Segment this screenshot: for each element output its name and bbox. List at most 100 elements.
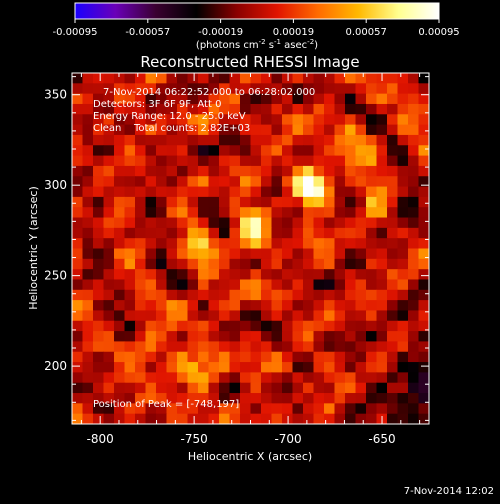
heatmap-cell [271,320,283,332]
heatmap-cell [313,103,325,115]
heatmap-cell [229,279,241,291]
heatmap-cell [187,73,199,84]
heatmap-cell [250,114,262,126]
heatmap-cell [292,83,304,95]
heatmap-cell [408,300,420,312]
heatmap-cell [208,341,220,353]
heatmap-cell [156,362,168,373]
heatmap-cell [166,382,178,394]
heatmap-cell [292,372,304,384]
heatmap-cell [303,155,315,167]
heatmap-cell [397,258,409,270]
heatmap-cell [187,258,199,270]
heatmap-cell [376,207,388,219]
heatmap-cell [240,341,252,353]
heatmap-cell [366,341,378,353]
heatmap-cell [208,176,220,188]
heatmap-cell [397,196,409,208]
heatmap-cell [124,403,136,415]
heatmap-cell [72,300,84,312]
heatmap-cell [145,279,157,291]
heatmap-cell [124,320,136,332]
heatmap-cell [208,73,220,84]
heatmap-cell [261,310,273,322]
heatmap-cell [324,73,336,84]
heatmap-cell [355,269,367,281]
heatmap-cell [261,186,273,198]
heatmap-cell [103,351,115,363]
heatmap-cell [82,269,94,281]
heatmap-cell [261,196,273,208]
heatmap-cell [145,83,157,95]
heatmap-cell [114,83,126,95]
heatmap-cell [345,320,357,332]
heatmap-cell [135,372,147,384]
y-axis-tick-labels: 200 250 300 350 [44,88,67,373]
heatmap-cell [397,382,409,394]
heatmap-cell [187,403,199,415]
heatmap-cell [82,382,94,394]
heatmap-cell [124,289,136,301]
heatmap-cell [198,351,210,363]
heatmap-cell [397,227,409,239]
heatmap-cell [313,134,325,146]
heatmap-cell [124,362,136,373]
heatmap-cell [355,289,367,301]
heatmap-cell [208,279,220,291]
heatmap-cell [418,134,429,146]
heatmap-cell [124,279,136,291]
heatmap-cell [72,145,84,157]
heatmap-cell [198,372,210,384]
heatmap-cell [219,207,231,219]
heatmap-cell [208,134,220,146]
heatmap-cell [145,155,157,167]
heatmap-cell [261,73,273,84]
heatmap-cell [229,114,241,126]
heatmap-cell [114,269,126,281]
heatmap-cell [387,258,399,270]
heatmap-cell [418,248,429,260]
heatmap-cell [261,207,273,219]
heatmap-cell [219,176,231,188]
heatmap-cell [166,196,178,208]
heatmap-cell [219,289,231,301]
heatmap-cell [334,165,346,177]
heatmap-cell [187,134,199,146]
heatmap-cell [177,403,189,415]
heatmap-cell [103,103,115,115]
heatmap-cell [93,93,105,105]
heatmap-cell [376,124,388,136]
heatmap-cell [282,196,294,208]
heatmap-cell [366,238,378,250]
heatmap-cell [82,217,94,229]
heatmap-cell [187,300,199,312]
heatmap-cell [177,248,189,260]
heatmap-cell [135,403,147,415]
heatmap-cell [397,413,409,424]
heatmap-cell [240,93,252,105]
heatmap-cell [324,382,336,394]
heatmap-cell [219,227,231,239]
heatmap-cell [366,227,378,239]
heatmap-cell [397,351,409,363]
heatmap-cell [187,124,199,136]
heatmap-cell [124,155,136,167]
heatmap-cell [93,310,105,322]
heatmap-cell [418,393,429,404]
heatmap-cell [376,248,388,260]
annotation-detectors: Detectors: 3F 6F 9F, Att 0 [93,99,221,110]
heatmap-cell [198,413,210,424]
heatmap-cell [282,124,294,136]
heatmap-cell [177,114,189,126]
heatmap-cell [271,403,283,415]
heatmap-cell [376,227,388,239]
heatmap-cell [145,227,157,239]
heatmap-cell [135,382,147,394]
heatmap-cell [376,217,388,229]
heatmap-cell [166,289,178,301]
heatmap-cell [82,145,94,157]
heatmap-cell [166,341,178,353]
heatmap-cell [82,124,94,136]
heatmap-cell [282,145,294,157]
heatmap-cell [387,331,399,343]
